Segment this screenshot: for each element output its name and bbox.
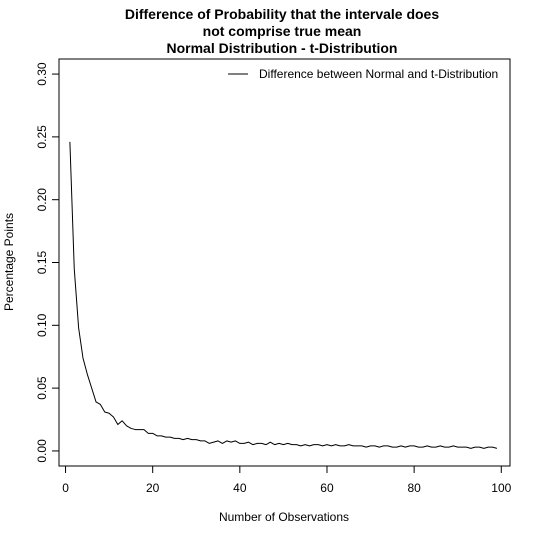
chart-title-line-3: Normal Distribution - t-Distribution — [167, 40, 398, 56]
y-axis: 0.00 0.05 0.10 0.15 0.20 0.25 0.30 — [35, 62, 60, 463]
series-group — [69, 141, 498, 449]
plot-frame — [58, 58, 511, 467]
y-tick-label: 0.00 — [35, 439, 49, 463]
y-tick-label: 0.15 — [35, 250, 49, 274]
y-tick-label: 0.10 — [35, 313, 49, 337]
x-tick-label: 40 — [233, 481, 247, 495]
chart-title-line-1: Difference of Probability that the inter… — [125, 6, 440, 22]
x-tick-label: 20 — [146, 481, 160, 495]
y-tick-label: 0.05 — [35, 376, 49, 400]
series-line-1 — [69, 141, 498, 449]
y-tick-label: 0.25 — [35, 125, 49, 149]
x-tick-label: 60 — [320, 481, 334, 495]
x-tick-label: 0 — [62, 481, 69, 495]
x-axis-label: Number of Observations — [219, 510, 349, 524]
x-tick-label: 100 — [491, 481, 511, 495]
legend: Difference between Normal and t-Distribu… — [228, 67, 498, 81]
y-tick-label: 0.30 — [35, 62, 49, 86]
y-axis-label: Percentage Points — [2, 213, 16, 311]
y-tick-label: 0.20 — [35, 188, 49, 212]
chart-title-line-2: not comprise true mean — [203, 23, 362, 39]
x-tick-label: 80 — [407, 481, 421, 495]
legend-label: Difference between Normal and t-Distribu… — [259, 67, 498, 81]
x-axis: 0 20 40 60 80 100 — [62, 465, 512, 495]
chart-title: Difference of Probability that the inter… — [125, 6, 440, 56]
